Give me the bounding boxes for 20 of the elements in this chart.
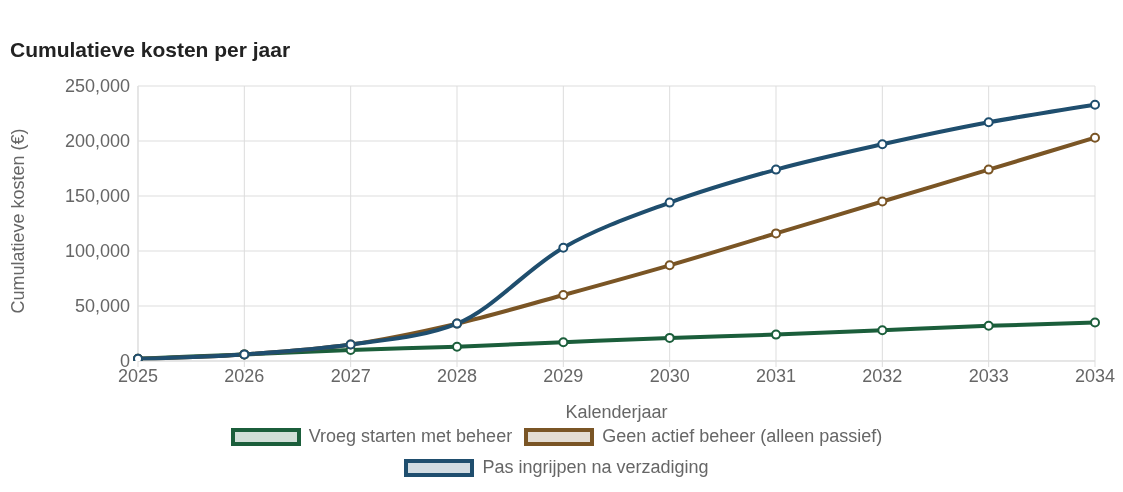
x-tick-label: 2034	[1074, 365, 1116, 386]
legend-label: Vroeg starten met beheer	[308, 426, 513, 447]
x-tick-label: 2031	[755, 365, 797, 386]
x-tick-label: 2026	[224, 365, 265, 386]
x-axis-title: Kalenderjaar	[565, 402, 668, 422]
x-tick-label: 2029	[543, 365, 584, 386]
x-tick-label: 2030	[649, 365, 690, 386]
x-tick-label: 2027	[330, 365, 371, 386]
y-tick-label: 50,000	[74, 296, 130, 317]
y-tick-label: 250,000	[64, 76, 130, 97]
x-tick-label: 2032	[862, 365, 903, 386]
y-tick-label: 150,000	[64, 186, 130, 207]
y-tick-label: 100,000	[64, 241, 130, 262]
y-axis-title: Cumulatieve kosten (€)	[8, 128, 29, 314]
y-tick-label: 200,000	[64, 131, 130, 152]
chart-title: Cumulatieve kosten per jaar	[9, 37, 292, 63]
legend-label: Geen actief beheer (alleen passief)	[602, 426, 883, 447]
x-tick-label: 2033	[968, 365, 1009, 386]
legend-label: Pas ingrijpen na verzadiging	[482, 457, 709, 478]
x-tick-label: 2028	[436, 365, 478, 386]
